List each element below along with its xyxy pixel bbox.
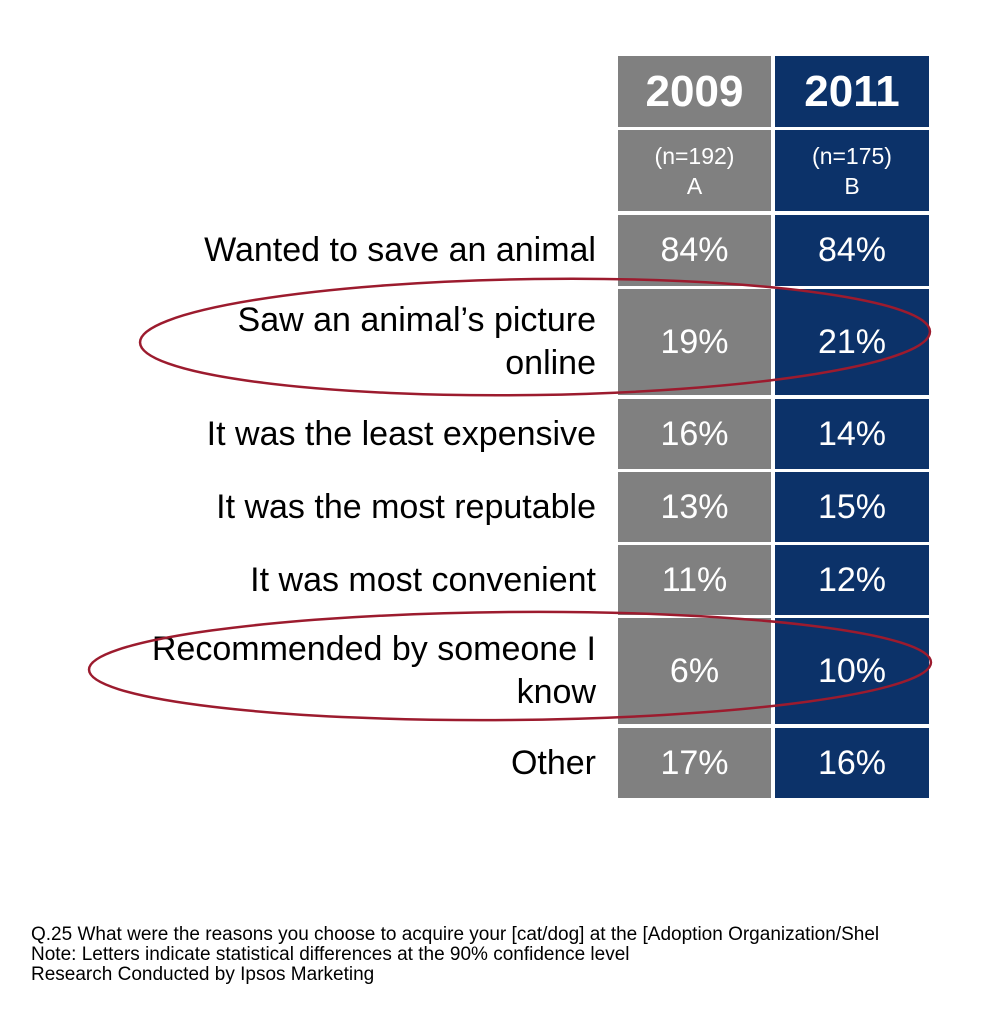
cell-2011-save-animal: 84% xyxy=(775,215,929,286)
sample-size-2009: (n=192) A xyxy=(618,130,771,211)
column-header-2011: 2011 xyxy=(775,56,929,127)
column-header-2009: 2009 xyxy=(618,56,771,127)
cell-2009-picture-online: 19% xyxy=(618,289,771,395)
sample-size-2011: (n=175) B xyxy=(775,130,929,211)
row-label-most-convenient: It was most convenient xyxy=(250,560,596,599)
row-label-other: Other xyxy=(510,743,596,782)
cell-2009-other: 17% xyxy=(618,728,771,798)
row-label-least-expensive: It was the least expensive xyxy=(206,414,596,453)
sample-size-label: (n=192) xyxy=(654,142,735,169)
row-label-save-animal: Wanted to save an animal xyxy=(204,231,596,269)
row-label-picture-online: Saw an animal’s picture online xyxy=(237,301,596,382)
cell-2011-other: 16% xyxy=(775,728,929,798)
cell-2009-most-reputable: 13% xyxy=(618,472,771,542)
cell-2011-most-reputable: 15% xyxy=(775,472,929,542)
row-label-recommended: Recommended by someone I know xyxy=(151,630,596,711)
question-note: Q.25 What were the reasons you choose to… xyxy=(31,924,880,945)
source-note: Research Conducted by Ipsos Marketing xyxy=(31,964,375,985)
row-label-most-reputable: It was the most reputable xyxy=(216,487,596,526)
cell-2009-save-animal: 84% xyxy=(618,215,771,286)
cell-2011-least-expensive: 14% xyxy=(775,399,929,469)
cell-2011-most-convenient: 12% xyxy=(775,545,929,615)
sample-size-label: (n=175) xyxy=(812,142,892,169)
footnotes: Q.25 What were the reasons you choose to… xyxy=(31,925,879,985)
cell-2009-least-expensive: 16% xyxy=(618,399,771,469)
column-letter: B xyxy=(844,172,860,199)
significance-note: Note: Letters indicate statistical diffe… xyxy=(31,944,630,965)
cell-2009-most-convenient: 11% xyxy=(618,545,771,615)
column-letter: A xyxy=(686,172,703,199)
cell-2009-recommended: 6% xyxy=(618,618,771,724)
cell-2011-picture-online: 21% xyxy=(775,289,929,395)
cell-2011-recommended: 10% xyxy=(775,618,929,724)
